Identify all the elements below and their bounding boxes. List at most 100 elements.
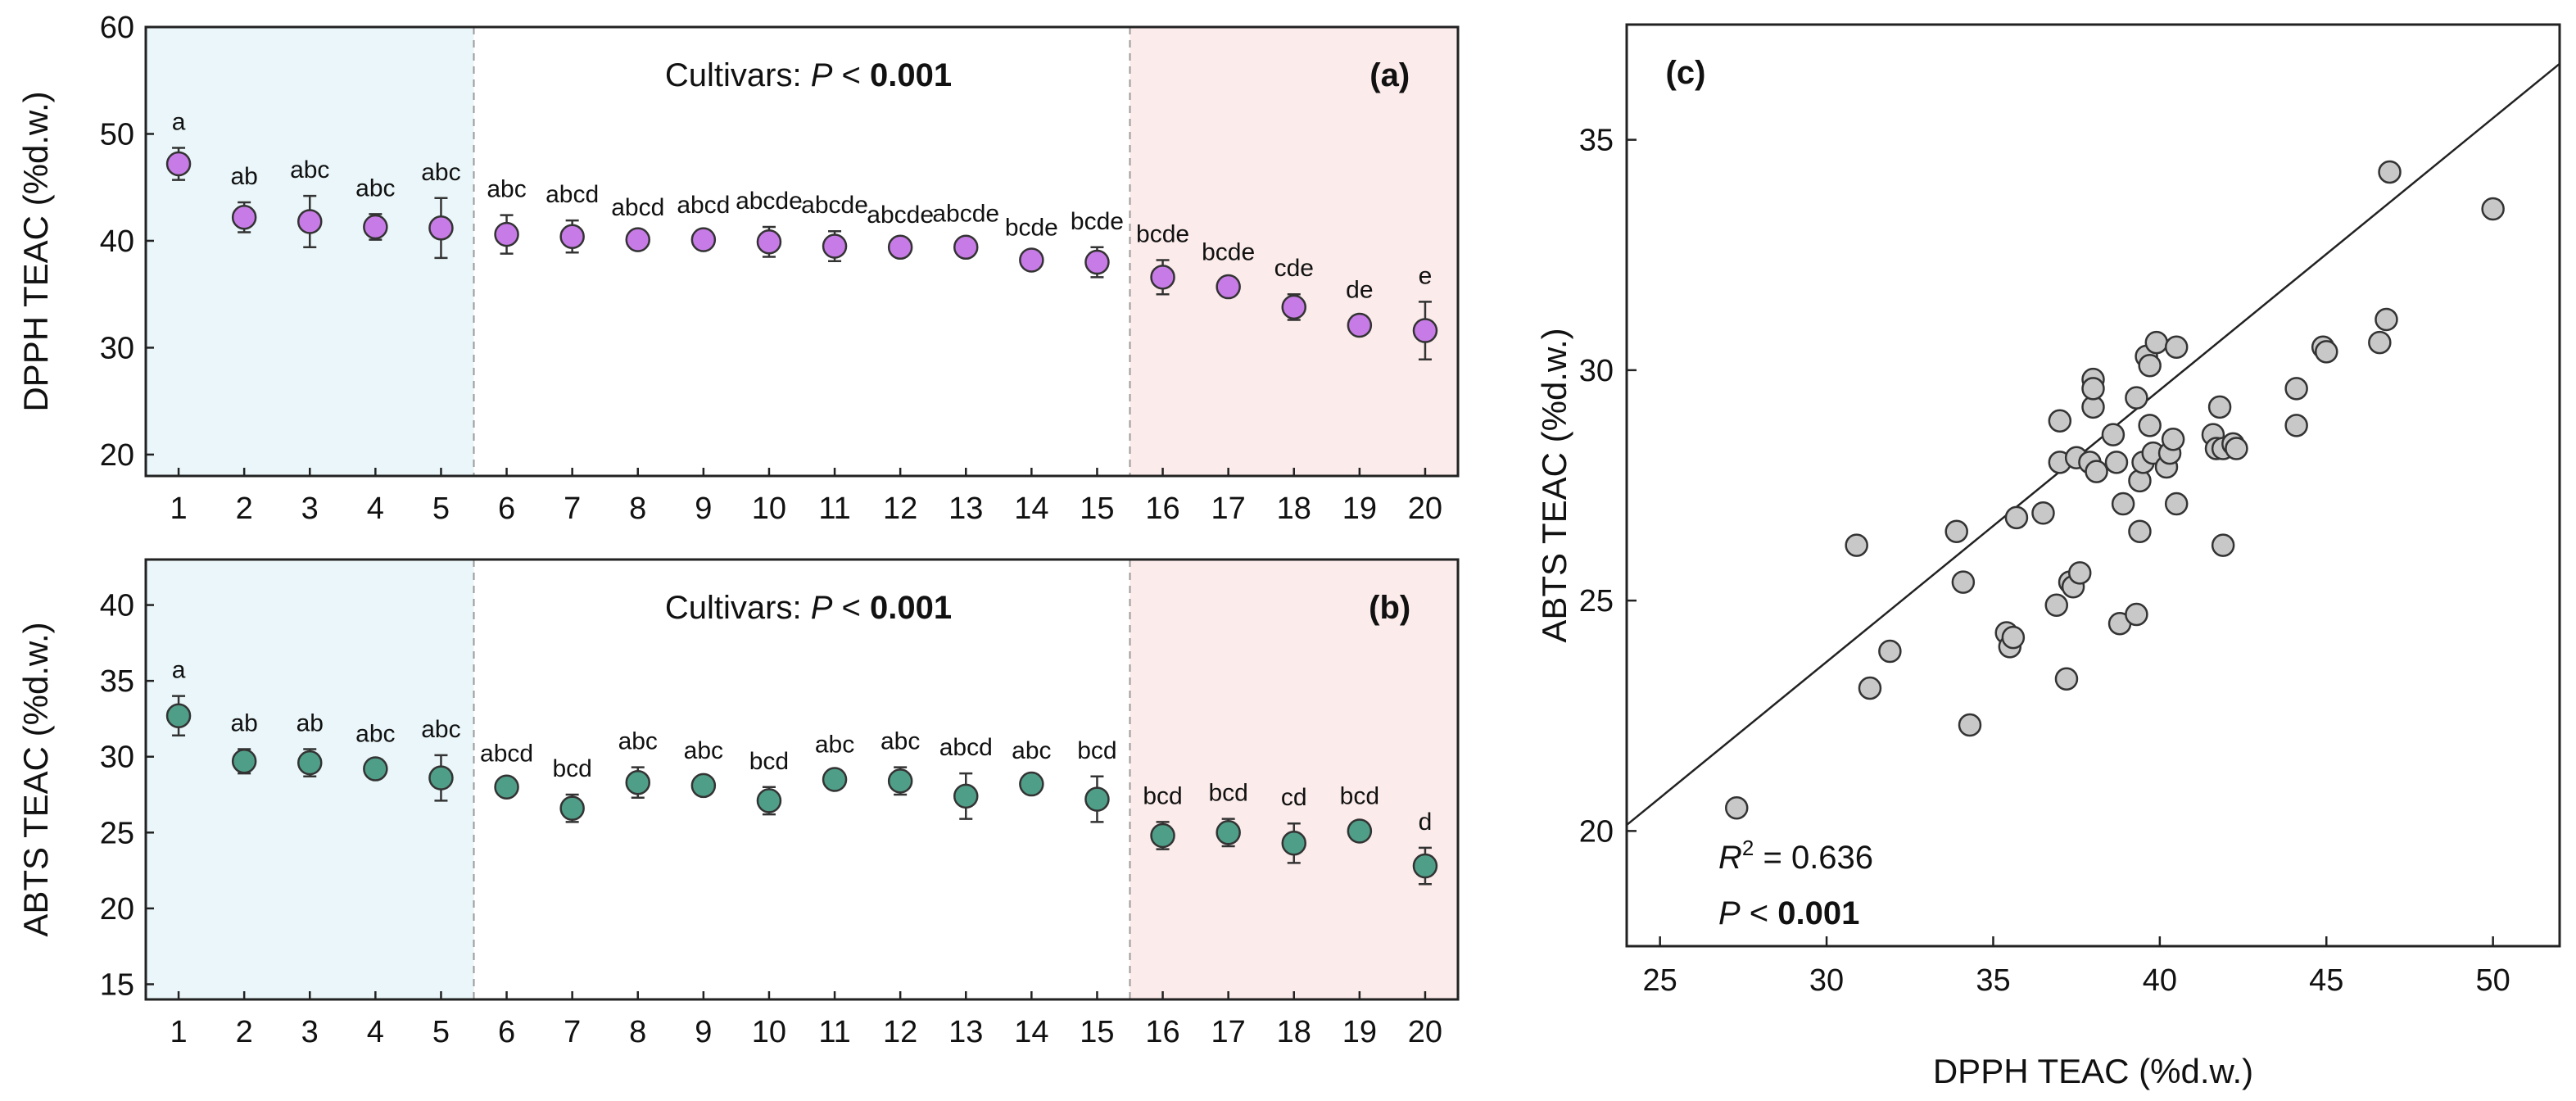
b-point [690, 773, 717, 799]
a-x-tick-label: 10 [752, 492, 786, 526]
panel-b-tag: (b) [1369, 590, 1410, 626]
b-x-tick-label: 17 [1211, 1015, 1246, 1049]
b-point [953, 783, 979, 809]
c-point [2144, 330, 2169, 355]
a-point [363, 214, 388, 240]
b-x-tick-label: 3 [301, 1015, 319, 1049]
b-letter-label: abcd [939, 734, 993, 761]
a-letter-label: de [1346, 276, 1373, 303]
c-x-tick-label: 25 [1643, 963, 1677, 998]
a-x-tick-label: 1 [170, 492, 187, 526]
a-point [822, 233, 848, 259]
b-letter-label: abc [618, 728, 658, 755]
a-letter-label: abc [355, 174, 395, 202]
b-x-tick-label: 19 [1342, 1015, 1377, 1049]
a-letter-label: abcde [932, 201, 999, 228]
a-letter-label: abcde [867, 202, 934, 229]
c-point [2211, 533, 2235, 557]
panel-c-r-symbol: R [1718, 840, 1742, 876]
c-point [2284, 377, 2308, 401]
b-x-tick-label: 18 [1277, 1015, 1311, 1049]
b-point [494, 774, 519, 800]
a-point [887, 234, 913, 261]
b-x-tick-label: 4 [367, 1015, 384, 1049]
a-letter-label: a [172, 108, 186, 135]
b-y-tick-label: 35 [100, 664, 134, 699]
c-y-tick-label: 20 [1579, 814, 1614, 849]
panel-c-p-value: P < 0.001 [1718, 895, 1859, 931]
a-letter-label: abc [487, 176, 526, 203]
b-letter-label: abc [1012, 737, 1051, 764]
a-point [1084, 249, 1110, 275]
a-x-tick-label: 16 [1145, 492, 1179, 526]
a-point [1019, 247, 1044, 273]
panel-b-annotation-value: 0.001 [870, 590, 952, 626]
a-point [1412, 318, 1438, 343]
panel-a-annotation-value: 0.001 [870, 57, 952, 93]
a-point [1150, 265, 1175, 290]
panel-c-axes: 25 30 35 40 45 50 20 25 30 35 [1579, 124, 2510, 998]
panel-c-tag: (c) [1666, 55, 1706, 91]
a-y-tick-label: 20 [100, 438, 134, 473]
panel-c-x-axis-title: DPPH TEAC (%d.w.) [1933, 1052, 2253, 1090]
c-point [2161, 428, 2185, 451]
a-point [953, 234, 979, 261]
b-point [822, 767, 848, 792]
a-x-tick-label: 14 [1014, 492, 1048, 526]
b-x-tick-label: 16 [1145, 1015, 1179, 1049]
b-letter-label: a [172, 657, 186, 684]
b-letter-label: ab [230, 709, 257, 736]
a-x-tick-label: 2 [236, 492, 253, 526]
c-point [2378, 160, 2402, 184]
b-y-tick-label: 25 [100, 816, 134, 850]
b-point [625, 769, 650, 795]
b-letter-label: abc [881, 728, 920, 755]
panel-b-shaded-regions [146, 560, 1458, 999]
b-x-tick-label: 7 [564, 1015, 581, 1049]
a-point [231, 204, 257, 230]
c-point [2125, 386, 2148, 410]
a-y-tick-label: 50 [100, 117, 134, 152]
c-point [2031, 501, 2055, 525]
b-point [1281, 831, 1306, 856]
a-y-tick-label: 30 [100, 331, 134, 365]
a-region-1 [146, 27, 474, 476]
c-point [1878, 639, 1902, 664]
c-point [2001, 625, 2026, 650]
b-x-tick-label: 10 [752, 1015, 786, 1049]
c-point [2067, 561, 2092, 585]
panel-c-regression-line [1626, 62, 2560, 827]
panel-a-cultivars-annotation: Cultivars: P < 0.001 [665, 57, 952, 93]
a-x-tick-label: 12 [883, 492, 917, 526]
a-letter-label: abcde [736, 188, 803, 215]
c-x-tick-label: 45 [2309, 963, 2343, 998]
panel-b-frame [144, 558, 1460, 1001]
a-x-tick-label: 7 [564, 492, 581, 526]
a-letter-label: abcd [546, 181, 599, 208]
panel-a-annotation-operator: < [832, 57, 870, 93]
panel-a-tag: (a) [1369, 57, 1410, 93]
a-x-tick-label: 6 [498, 492, 515, 526]
a-x-tick-label: 11 [818, 492, 850, 526]
b-point [428, 765, 454, 791]
c-point [1845, 533, 1868, 557]
c-x-tick-label: 35 [1976, 963, 2010, 998]
a-region-2 [1130, 27, 1458, 476]
c-point [2164, 335, 2189, 359]
b-letter-label: abc [355, 720, 395, 747]
c-point [2125, 602, 2148, 627]
b-letter-label: abc [815, 731, 854, 758]
a-point [559, 224, 585, 249]
b-x-tick-label: 5 [432, 1015, 450, 1049]
panel-a-points [165, 151, 1438, 343]
a-letter-label: abc [421, 159, 460, 186]
c-y-tick-label: 25 [1579, 584, 1614, 618]
panel-a-frame [144, 25, 1460, 478]
a-letter-label: abc [290, 156, 329, 184]
a-letter-label: e [1419, 262, 1433, 289]
